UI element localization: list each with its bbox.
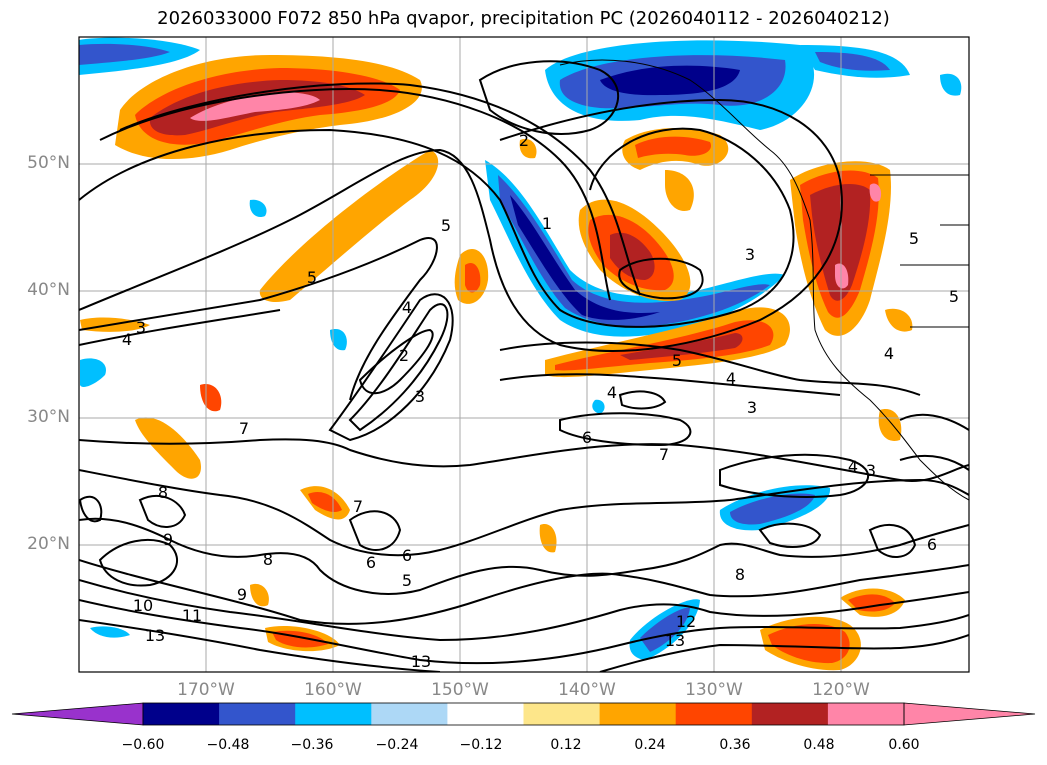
colorbar-cell	[599, 703, 677, 725]
contour-label: 13	[411, 652, 431, 671]
contour-label: 12	[676, 612, 696, 631]
contour-label: 3	[745, 245, 755, 264]
colorbar-cell	[827, 703, 905, 725]
contour-label: 6	[366, 553, 376, 572]
contour-label: 4	[884, 344, 894, 363]
contour-label: 5	[949, 287, 959, 306]
contour-label: 4	[402, 298, 412, 317]
graticule	[79, 37, 969, 672]
colorbar-tick-label: −0.36	[290, 737, 334, 753]
contour-label: 4	[848, 457, 858, 476]
contour-label: 11	[182, 606, 202, 625]
lat-label: 20°N	[27, 534, 70, 554]
contour-label: 7	[353, 497, 363, 516]
lon-label: 160°W	[304, 680, 362, 700]
contour-label: 9	[163, 530, 173, 549]
contour-label: 1	[542, 214, 552, 233]
contour-label: 5	[402, 571, 412, 590]
colorbar-tick-label: 0.12	[550, 737, 582, 753]
contour-label: 8	[158, 483, 168, 502]
lon-label: 120°W	[812, 680, 870, 700]
contour-label: 5	[307, 268, 317, 287]
contour-label: 10	[133, 596, 153, 615]
contour-label: 3	[866, 461, 876, 480]
contour-label: 3	[136, 318, 146, 337]
colorbar-cell	[219, 703, 296, 725]
colorbar-cell	[447, 703, 524, 725]
colorbar-cell	[371, 703, 448, 725]
precip-fill-layer	[79, 37, 962, 671]
lon-label: 130°W	[685, 680, 743, 700]
contour-label: 5	[672, 351, 682, 370]
colorbar-tick-label: −0.12	[459, 737, 503, 753]
contour-label: 4	[607, 383, 617, 402]
map-frame	[78, 36, 970, 673]
contour-label: 6	[582, 428, 592, 447]
contour-label: 3	[415, 387, 425, 406]
contour-label: 3	[747, 398, 757, 417]
contour-label: 4	[122, 330, 132, 349]
colorbar-cell	[675, 703, 753, 725]
colorbar-tick-label: −0.24	[375, 737, 419, 753]
contour-label: 7	[239, 419, 249, 438]
lon-label: 140°W	[558, 680, 616, 700]
map-title: 2026033000 F072 850 hPa qvapor, precipit…	[157, 8, 890, 29]
colorbar	[11, 702, 1036, 726]
lat-label: 40°N	[27, 280, 70, 300]
coastline-layer	[559, 59, 969, 501]
colorbar-tick-label: −0.60	[121, 737, 165, 753]
colorbar-tick-label: 0.48	[803, 737, 835, 753]
colorbar-cells	[143, 703, 905, 725]
colorbar-cell	[295, 703, 372, 725]
contour-label: 9	[237, 585, 247, 604]
lat-label: 50°N	[27, 153, 70, 173]
contour-label: 8	[735, 565, 745, 584]
contour-label-layer: 2 5 1 3 4 4 2 3 4 4 5 6 7 7 8 9 8 7 6 5 …	[122, 131, 959, 671]
colorbar-tick-label: 0.36	[719, 737, 751, 753]
contour-label: 5	[441, 216, 451, 235]
contour-label: 2	[399, 346, 409, 365]
colorbar-cell	[143, 703, 220, 725]
lat-label: 30°N	[27, 407, 70, 427]
contour-label: 4	[726, 369, 736, 388]
colorbar-extend-high	[903, 702, 1036, 726]
contour-label: 7	[659, 445, 669, 464]
colorbar-tick-label: 0.60	[888, 737, 920, 753]
contour-label: 5	[909, 229, 919, 248]
contour-label: 2	[519, 131, 529, 150]
contour-layer	[79, 60, 969, 672]
colorbar-tick-label: −0.48	[206, 737, 250, 753]
colorbar-cell	[751, 703, 829, 725]
colorbar-tick-label: 0.24	[634, 737, 666, 753]
contour-label: 6	[927, 535, 937, 554]
colorbar-extend-low	[11, 702, 144, 726]
contour-label: 6	[402, 546, 412, 565]
contour-label: 8	[263, 550, 273, 569]
lon-label: 150°W	[431, 680, 489, 700]
colorbar-cell	[523, 703, 601, 725]
contour-label: 13	[145, 626, 165, 645]
lon-label: 170°W	[177, 680, 235, 700]
contour-label: 13	[665, 631, 685, 650]
